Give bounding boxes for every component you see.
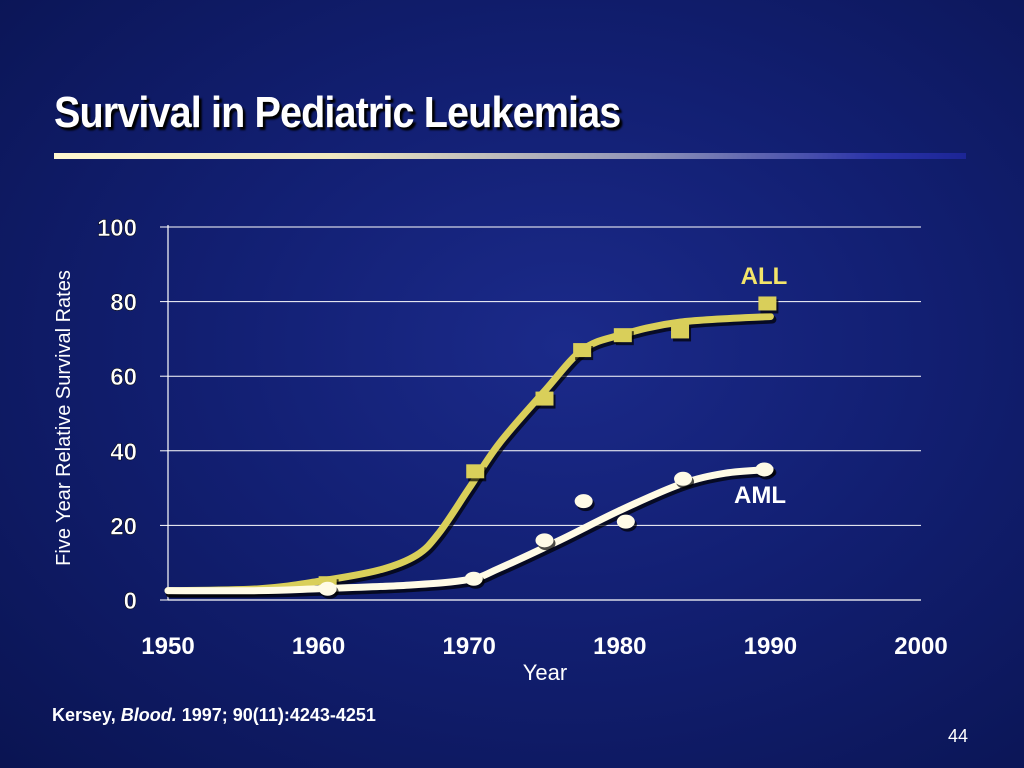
y-tick-label-80: 80	[110, 290, 137, 317]
y-tick-label-20: 20	[110, 513, 137, 540]
series-all-line	[164, 313, 774, 595]
y-tick-label-100: 100	[97, 215, 137, 242]
series-all-point-5	[671, 324, 690, 339]
series-aml-point-5	[674, 471, 693, 486]
title-underline	[54, 153, 966, 159]
series-all-point-6	[758, 296, 777, 311]
series-all-point-2	[535, 391, 554, 406]
x-tick-label-1960: 1960	[292, 633, 345, 660]
y-tick-label-60: 60	[110, 364, 137, 391]
series-all-point-1	[466, 464, 485, 479]
y-tick-label-0: 0	[124, 588, 137, 615]
citation-details: 1997; 90(11):4243-4251	[181, 705, 376, 725]
x-axis-label: Year	[523, 660, 567, 685]
series-label-aml: AML	[734, 482, 786, 509]
series-aml-point-1	[464, 571, 483, 586]
y-tick-label-40: 40	[110, 439, 137, 466]
series-all	[164, 296, 779, 598]
series-aml-point-2	[535, 533, 554, 548]
chart-tick-labels: 0 20 40 60 80 100 1950 1960 1970 1980 1990 2000	[97, 215, 948, 660]
chart-gridlines	[168, 226, 921, 526]
series-aml	[164, 462, 777, 599]
citation: Kersey, Blood. 1997; 90(11):4243-4251	[52, 705, 376, 726]
x-tick-label-1950: 1950	[141, 633, 194, 660]
x-tick-label-1990: 1990	[744, 633, 797, 660]
series-aml-point-0	[318, 581, 337, 596]
series-aml-point-4	[616, 514, 635, 529]
page-number: 44	[947, 726, 968, 746]
x-tick-label-2000: 2000	[894, 633, 947, 660]
series-label-all: ALL	[741, 263, 788, 290]
chart-series: ALL AML	[164, 263, 788, 599]
series-all-shadow	[166, 315, 777, 598]
chart-axes	[160, 225, 921, 601]
series-aml-point-6	[755, 462, 774, 477]
survival-line-chart: 0 20 40 60 80 100 1950 1960 1970 1980 1990 2000 ALL…	[53, 214, 948, 685]
citation-journal: Blood.	[120, 705, 177, 725]
series-all-point-4	[613, 328, 632, 343]
series-all-point-3	[573, 343, 592, 358]
slide-title: Survival in Pediatric Leukemias	[54, 88, 621, 137]
citation-author: Kersey,	[52, 705, 116, 725]
x-tick-label-1980: 1980	[593, 633, 646, 660]
series-aml-point-3	[574, 494, 593, 509]
x-tick-label-1970: 1970	[443, 633, 496, 660]
y-axis-label: Five Year Relative Survival Rates	[53, 270, 75, 566]
